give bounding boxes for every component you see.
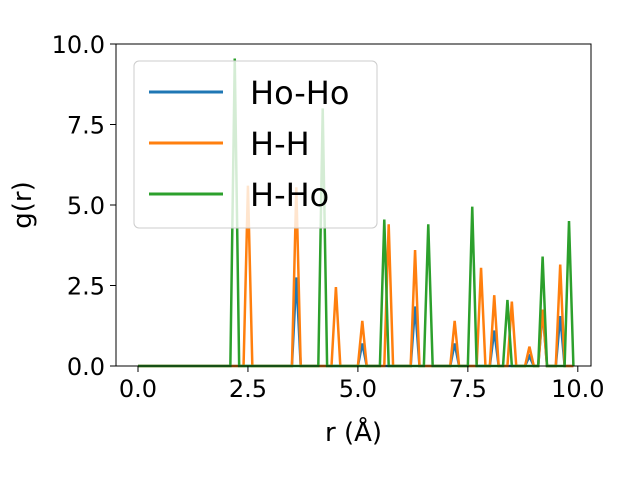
- x-tick-label: 10.0: [551, 375, 604, 403]
- y-tick-label: 5.0: [67, 192, 105, 220]
- legend-box: [133, 60, 378, 229]
- x-axis-ticks: 0.0 2.5 5.0 7.5 10.0: [119, 366, 605, 403]
- x-axis-label: r (Å): [325, 416, 382, 448]
- x-tick-label: 7.5: [449, 375, 487, 403]
- legend-label-ho-ho: Ho-Ho: [250, 74, 349, 112]
- x-tick-label: 5.0: [339, 375, 377, 403]
- legend: Ho-Ho H-H H-Ho: [133, 60, 378, 229]
- x-tick-label: 2.5: [229, 375, 267, 403]
- x-tick-label: 0.0: [119, 375, 157, 403]
- y-axis-label: g(r): [8, 181, 38, 228]
- y-axis-ticks: 0.0 2.5 5.0 7.5 10.0: [52, 31, 116, 381]
- y-tick-label: 10.0: [52, 31, 105, 59]
- y-tick-label: 0.0: [67, 353, 105, 381]
- legend-label-h-ho: H-Ho: [250, 176, 329, 214]
- y-tick-label: 7.5: [67, 112, 105, 140]
- legend-label-h-h: H-H: [250, 125, 310, 163]
- y-tick-label: 2.5: [67, 273, 105, 301]
